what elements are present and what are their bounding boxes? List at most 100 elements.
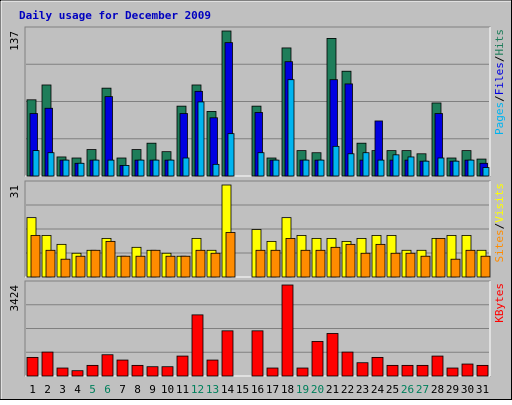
bar-pages: [452, 160, 460, 177]
bar-pages: [47, 152, 55, 177]
bar-sites: [75, 255, 86, 278]
x-tick-label: 15: [236, 383, 249, 396]
x-tick-label: 5: [89, 383, 96, 396]
x-tick-label: 25: [386, 383, 399, 396]
bar-sites: [180, 255, 191, 278]
bar-kbytes: [431, 355, 444, 377]
bar-sites: [150, 249, 161, 278]
bar-kbytes: [401, 364, 414, 377]
bar-sites: [60, 258, 71, 278]
x-tick-label: 17: [266, 383, 279, 396]
bar-kbytes: [446, 367, 459, 377]
bar-kbytes: [41, 351, 54, 377]
legend-entry: Sites: [493, 229, 506, 262]
bar-pages: [362, 152, 370, 177]
bar-kbytes: [101, 354, 114, 377]
x-tick-label: 10: [161, 383, 174, 396]
legend-entry: /: [493, 56, 506, 63]
x-tick-label: 24: [371, 383, 385, 396]
bar-kbytes: [311, 341, 324, 377]
bar-sites: [135, 255, 146, 278]
bar-pages: [92, 159, 100, 177]
bar-sites: [210, 252, 221, 278]
bar-kbytes: [176, 355, 189, 377]
bar-kbytes: [281, 284, 294, 377]
bar-sites: [315, 249, 326, 278]
bar-kbytes: [71, 370, 84, 377]
chart-title: Daily usage for December 2009: [19, 9, 211, 22]
x-tick-label: 27: [416, 383, 429, 396]
bar-sites: [405, 252, 416, 278]
bar-sites: [300, 249, 311, 278]
bar-kbytes: [146, 366, 159, 377]
bar-sites: [435, 238, 446, 278]
bar-kbytes: [116, 359, 129, 377]
legend-entry: Hits: [493, 29, 506, 56]
bar-kbytes: [371, 356, 384, 377]
bar-pages: [317, 159, 325, 177]
bar-pages: [392, 154, 400, 177]
y-max-label: 31: [8, 185, 21, 198]
bar-sites: [105, 240, 116, 278]
bar-pages: [197, 101, 205, 177]
legend: KBytes: [493, 283, 506, 323]
bar-sites: [465, 249, 476, 278]
x-tick-label: 4: [74, 383, 81, 396]
x-tick-label: 31: [476, 383, 489, 396]
bar-pages: [182, 157, 190, 177]
bar-pages: [302, 159, 310, 177]
bar-kbytes: [296, 367, 309, 377]
x-tick-label: 26: [401, 383, 414, 396]
bar-kbytes: [131, 364, 144, 377]
legend: Pages/Files/Hits: [493, 29, 506, 135]
bar-sites: [270, 249, 281, 278]
bar-pages: [62, 159, 70, 177]
bar-sites: [390, 252, 401, 278]
bar-pages: [332, 145, 340, 177]
x-tick-label: 11: [176, 383, 189, 396]
x-tick-label: 16: [251, 383, 264, 396]
bar-kbytes: [356, 362, 369, 377]
bar-kbytes: [386, 364, 399, 377]
x-tick-label: 8: [134, 383, 141, 396]
bar-kbytes: [206, 359, 219, 377]
x-tick-label: 14: [221, 383, 235, 396]
bar-pages: [437, 157, 445, 177]
bar-sites: [375, 243, 386, 278]
legend-entry: Visits: [493, 183, 506, 223]
x-tick-label: 6: [104, 383, 111, 396]
bar-kbytes: [26, 356, 39, 377]
bar-pages: [407, 156, 415, 177]
bar-sites: [45, 249, 56, 278]
bar-pages: [377, 159, 385, 177]
legend-entry: Files: [493, 62, 506, 95]
legend: Sites/Visits: [493, 183, 506, 263]
bar-pages: [347, 153, 355, 177]
bar-sites: [165, 255, 176, 278]
bar-sites: [255, 249, 266, 278]
x-tick-label: 7: [119, 383, 126, 396]
bar-sites: [30, 235, 41, 278]
x-tick-label: 9: [149, 383, 156, 396]
bar-kbytes: [86, 364, 99, 377]
bar-pages: [152, 159, 160, 177]
bar-sites: [90, 249, 101, 278]
bar-kbytes: [461, 363, 474, 377]
bar-kbytes: [251, 330, 264, 377]
bar-sites: [195, 249, 206, 278]
bar-sites: [345, 243, 356, 278]
bar-kbytes: [221, 330, 234, 377]
bar-sites: [450, 258, 461, 278]
x-tick-label: 23: [356, 383, 369, 396]
x-tick-label: 3: [59, 383, 66, 396]
x-tick-label: 30: [461, 383, 474, 396]
bar-pages: [212, 163, 220, 177]
bar-sites: [360, 252, 371, 278]
bar-pages: [482, 167, 490, 177]
y-max-label: 137: [8, 31, 21, 51]
legend-entry: KBytes: [493, 283, 506, 323]
bar-pages: [422, 160, 430, 177]
bar-sites: [120, 255, 131, 278]
bar-kbytes: [161, 366, 174, 377]
